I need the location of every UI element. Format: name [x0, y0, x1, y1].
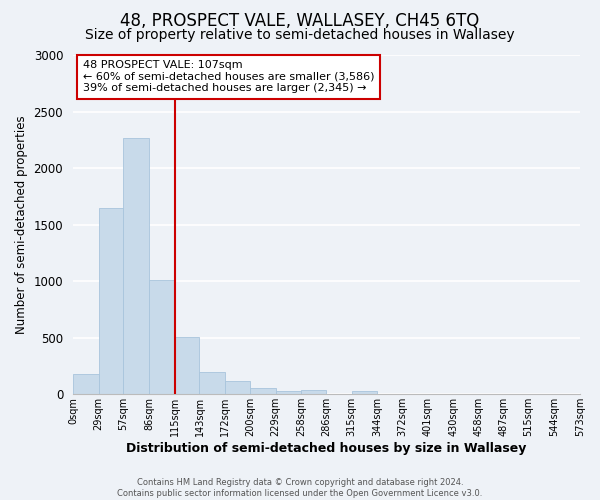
Bar: [73, 374, 98, 394]
Bar: [225, 382, 250, 394]
Bar: [175, 337, 199, 394]
Bar: [98, 208, 124, 394]
Y-axis label: Number of semi-detached properties: Number of semi-detached properties: [15, 116, 28, 334]
Text: 48, PROSPECT VALE, WALLASEY, CH45 6TQ: 48, PROSPECT VALE, WALLASEY, CH45 6TQ: [121, 12, 479, 30]
Text: 48 PROSPECT VALE: 107sqm
← 60% of semi-detached houses are smaller (3,586)
39% o: 48 PROSPECT VALE: 107sqm ← 60% of semi-d…: [83, 60, 374, 94]
Bar: [352, 391, 377, 394]
X-axis label: Distribution of semi-detached houses by size in Wallasey: Distribution of semi-detached houses by …: [126, 442, 527, 455]
Bar: [275, 392, 301, 394]
Text: Contains HM Land Registry data © Crown copyright and database right 2024.
Contai: Contains HM Land Registry data © Crown c…: [118, 478, 482, 498]
Bar: [149, 280, 175, 394]
Text: Size of property relative to semi-detached houses in Wallasey: Size of property relative to semi-detach…: [85, 28, 515, 42]
Bar: [250, 388, 275, 394]
Bar: [199, 372, 225, 394]
Bar: [124, 138, 149, 394]
Bar: [301, 390, 326, 394]
